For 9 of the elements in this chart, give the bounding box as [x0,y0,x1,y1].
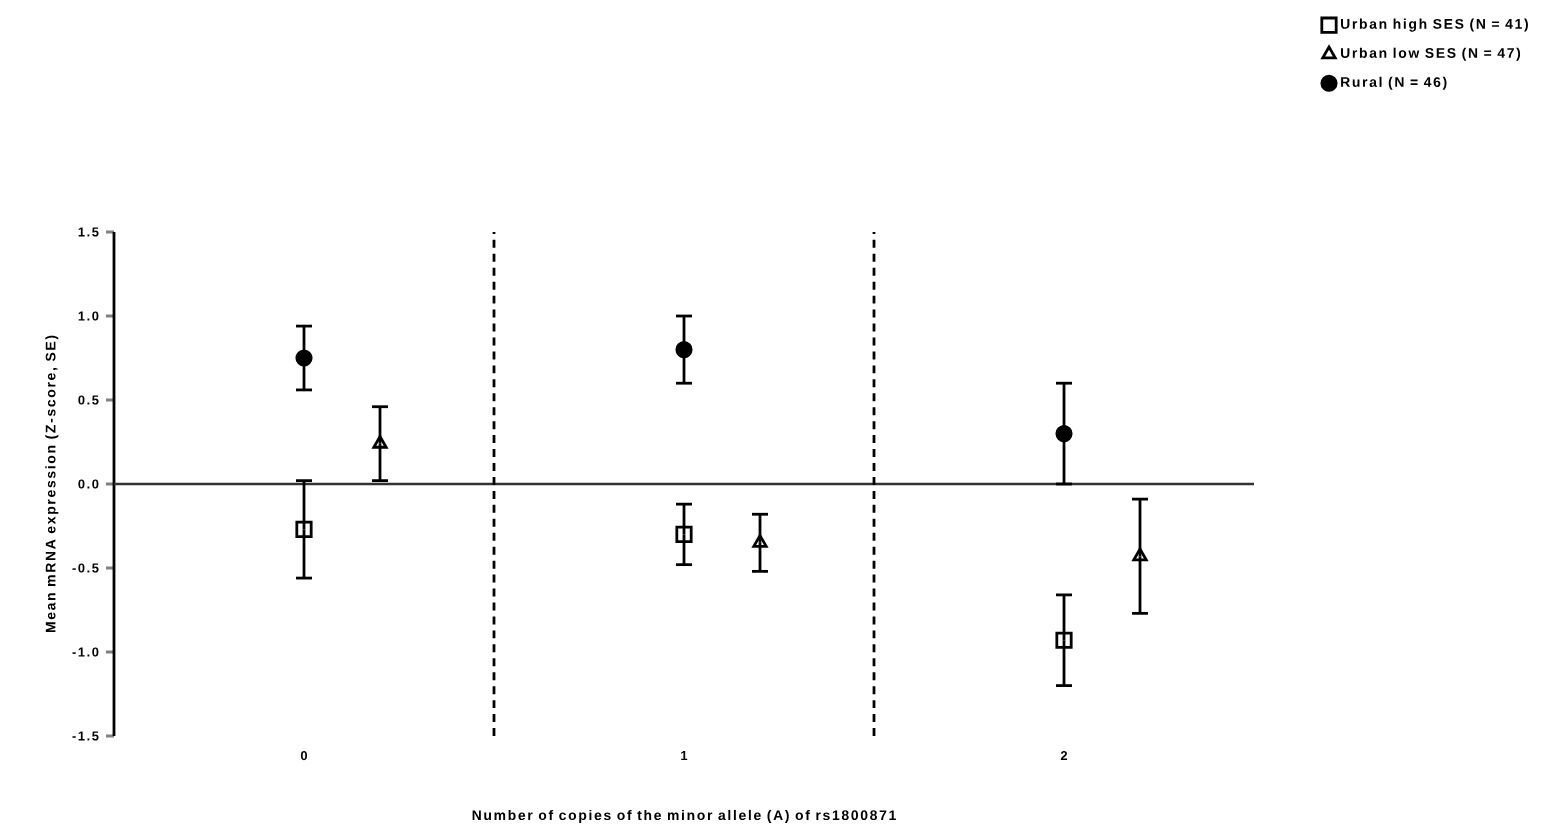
point [295,349,313,367]
point [1055,425,1073,443]
point [675,525,693,543]
point [752,534,768,548]
point [675,341,693,359]
point [1055,631,1073,649]
point [295,520,313,538]
point [372,435,388,449]
point [1132,547,1148,562]
